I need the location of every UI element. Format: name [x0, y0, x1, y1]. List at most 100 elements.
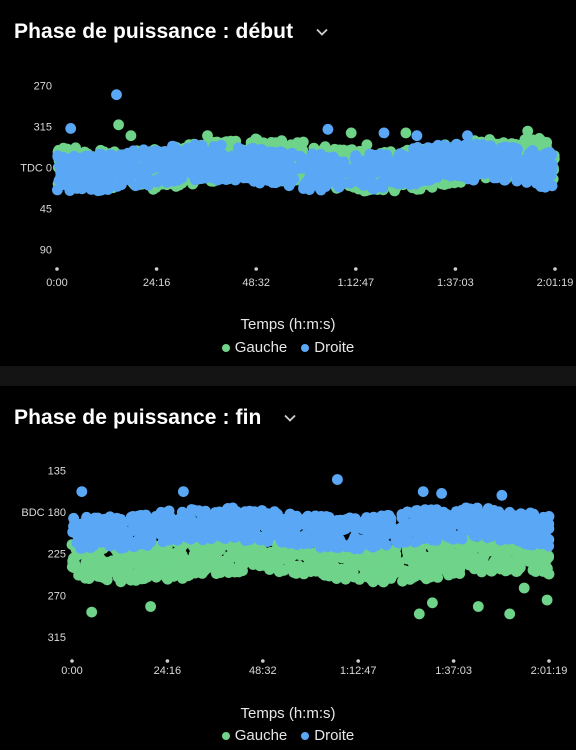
- data-point: [526, 146, 537, 157]
- data-point: [538, 511, 549, 523]
- data-point: [235, 145, 247, 156]
- data-point: [402, 546, 413, 558]
- data-point: [506, 155, 517, 167]
- data-point: [435, 517, 447, 529]
- data-point: [168, 516, 180, 527]
- data-point: [533, 133, 545, 144]
- y-tick-label: 270: [34, 81, 52, 93]
- series-droite: [52, 89, 558, 197]
- data-point: [210, 557, 221, 569]
- data-point: [163, 565, 175, 577]
- chevron-down-icon[interactable]: [283, 411, 297, 425]
- data-point: [76, 486, 88, 497]
- series-droite: [67, 474, 555, 555]
- data-point: [221, 513, 233, 525]
- data-point: [330, 167, 342, 178]
- data-point: [94, 172, 106, 184]
- data-point: [280, 513, 292, 525]
- data-point: [270, 151, 281, 163]
- legend-item-gauche[interactable]: Gauche: [221, 727, 287, 744]
- data-point: [354, 173, 365, 185]
- data-point: [338, 156, 350, 168]
- data-point: [258, 556, 269, 568]
- data-point: [286, 147, 298, 159]
- data-point: [75, 159, 87, 171]
- data-point: [160, 552, 172, 564]
- legend-label-gauche: Gauche: [234, 339, 288, 356]
- data-point: [222, 503, 234, 514]
- x-tick-mark: [165, 659, 170, 663]
- data-point: [189, 555, 201, 566]
- y-tick-label: 270: [48, 590, 66, 602]
- data-point: [285, 139, 297, 151]
- data-point: [304, 179, 316, 191]
- data-point: [458, 151, 470, 163]
- data-point: [499, 174, 510, 186]
- chevron-down-icon[interactable]: [315, 25, 329, 39]
- data-point: [103, 561, 115, 573]
- data-point: [213, 173, 225, 185]
- data-point: [113, 555, 125, 567]
- data-point: [368, 531, 380, 542]
- x-axis-title-end: Temps (h:m:s): [240, 705, 336, 722]
- x-tick-label: 1:12:47: [340, 665, 377, 677]
- data-point: [208, 158, 219, 170]
- data-point: [408, 147, 420, 158]
- data-point: [125, 526, 136, 537]
- data-point: [455, 160, 466, 172]
- data-point: [177, 523, 189, 534]
- data-point: [293, 163, 305, 174]
- data-point: [113, 119, 124, 131]
- data-point: [496, 489, 508, 501]
- data-point: [474, 162, 486, 174]
- data-point: [138, 552, 150, 563]
- data-point: [486, 565, 497, 577]
- data-point: [141, 160, 153, 171]
- data-point: [470, 138, 482, 150]
- data-point: [151, 161, 163, 173]
- data-point: [491, 545, 503, 557]
- data-point: [113, 564, 124, 576]
- data-point: [510, 143, 522, 155]
- data-point: [84, 150, 96, 162]
- data-point: [450, 506, 462, 517]
- data-point: [510, 528, 521, 540]
- data-point: [116, 573, 128, 585]
- data-point: [80, 557, 92, 569]
- data-point: [104, 527, 116, 539]
- data-point: [186, 504, 198, 515]
- data-point: [269, 511, 280, 522]
- data-point: [182, 142, 194, 154]
- data-point: [358, 535, 369, 547]
- data-point: [484, 528, 496, 540]
- data-point: [125, 130, 137, 142]
- data-point: [199, 563, 210, 574]
- data-point: [202, 130, 213, 142]
- data-point: [361, 139, 373, 151]
- data-point: [111, 158, 123, 169]
- legend-item-droite[interactable]: Droite: [301, 339, 354, 356]
- data-point: [392, 559, 404, 571]
- data-point: [369, 149, 381, 161]
- data-point: [203, 549, 215, 561]
- x-tick-label: 48:32: [249, 665, 277, 677]
- data-point: [267, 177, 278, 188]
- x-tick-mark: [451, 659, 456, 663]
- x-tick-mark: [354, 267, 358, 271]
- chart-title-end: Phase de puissance : fin: [14, 406, 262, 429]
- data-point: [80, 536, 92, 548]
- legend-label-droite: Droite: [314, 727, 355, 744]
- legend-item-gauche[interactable]: Gauche: [221, 339, 288, 356]
- data-point: [216, 151, 228, 162]
- y-tick-label: 225: [48, 549, 66, 561]
- data-point: [339, 565, 351, 577]
- data-point: [140, 147, 152, 159]
- data-point: [55, 167, 67, 178]
- data-point: [391, 158, 403, 169]
- data-point: [159, 146, 171, 157]
- data-point: [348, 571, 360, 583]
- data-point: [297, 136, 309, 148]
- data-point: [510, 554, 522, 566]
- data-point: [422, 168, 434, 179]
- legend-item-droite[interactable]: Droite: [301, 727, 354, 744]
